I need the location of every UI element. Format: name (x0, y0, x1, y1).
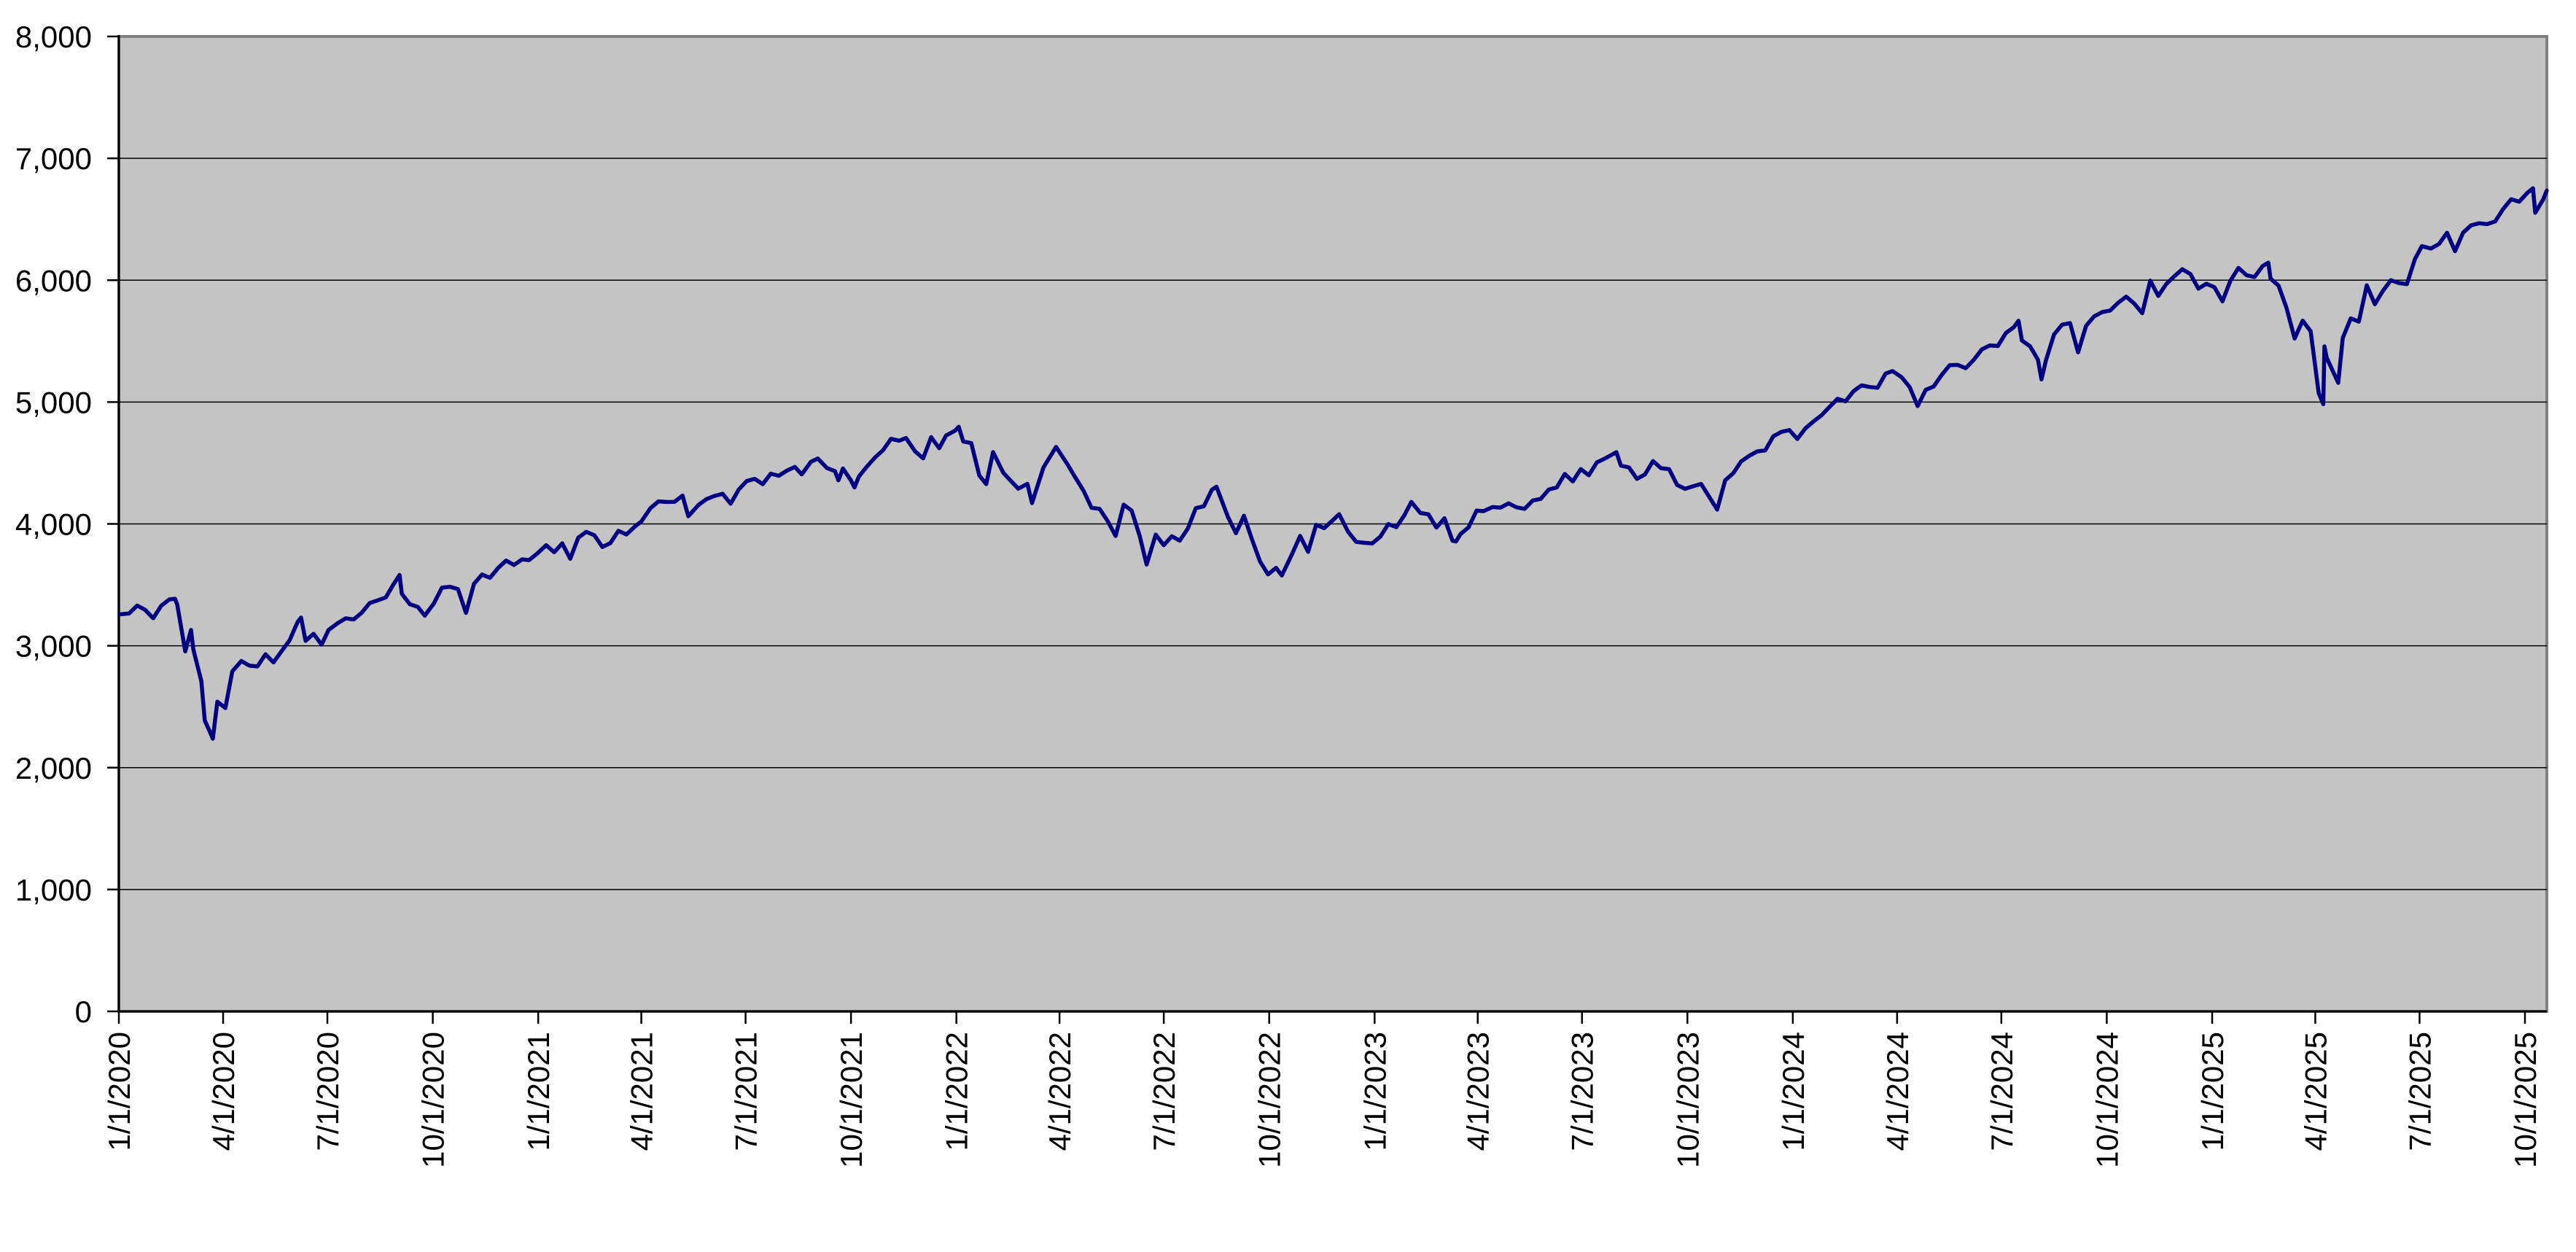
x-tick-label: 1/1/2023 (1358, 1032, 1392, 1151)
x-tick-label: 1/1/2024 (1776, 1032, 1810, 1151)
x-tick-label: 10/1/2021 (834, 1032, 868, 1168)
x-tick-label: 7/1/2024 (1985, 1032, 2019, 1151)
x-tick-label: 4/1/2020 (206, 1032, 241, 1151)
y-tick-label: 0 (75, 995, 92, 1029)
x-tick-label: 7/1/2025 (2402, 1032, 2437, 1151)
y-tick-label: 6,000 (15, 263, 92, 298)
y-tick-label: 2,000 (15, 751, 92, 785)
x-tick-label: 10/1/2023 (1670, 1032, 1705, 1168)
x-tick-label: 1/1/2021 (521, 1032, 556, 1151)
x-tick-label: 4/1/2025 (2298, 1032, 2332, 1151)
x-tick-label: 7/1/2020 (311, 1032, 345, 1151)
x-tick-label: 4/1/2021 (625, 1032, 659, 1151)
y-tick-label: 4,000 (15, 508, 92, 542)
y-tick-label: 5,000 (15, 385, 92, 419)
x-tick-label: 7/1/2023 (1565, 1032, 1600, 1151)
x-tick-label: 10/1/2024 (2090, 1032, 2124, 1168)
price-line-series (117, 186, 2549, 741)
x-tick-label: 4/1/2023 (1461, 1032, 1495, 1151)
y-tick-label: 1,000 (15, 873, 92, 907)
x-tick-label: 7/1/2022 (1147, 1032, 1181, 1151)
x-tick-label: 10/1/2020 (416, 1032, 451, 1168)
x-tick-label: 4/1/2022 (1043, 1032, 1077, 1151)
x-tick-label: 1/1/2022 (940, 1032, 974, 1151)
x-tick-label: 1/1/2020 (102, 1032, 136, 1151)
y-tick-label: 7,000 (15, 141, 92, 176)
x-tick-label: 7/1/2021 (729, 1032, 763, 1151)
y-tick-label: 8,000 (15, 20, 92, 54)
y-tick-label: 3,000 (15, 629, 92, 664)
x-tick-label: 10/1/2022 (1253, 1032, 1287, 1168)
x-tick-label: 4/1/2024 (1880, 1032, 1915, 1151)
x-tick-label: 10/1/2025 (2508, 1032, 2542, 1168)
x-tick-label: 1/1/2025 (2195, 1032, 2230, 1151)
